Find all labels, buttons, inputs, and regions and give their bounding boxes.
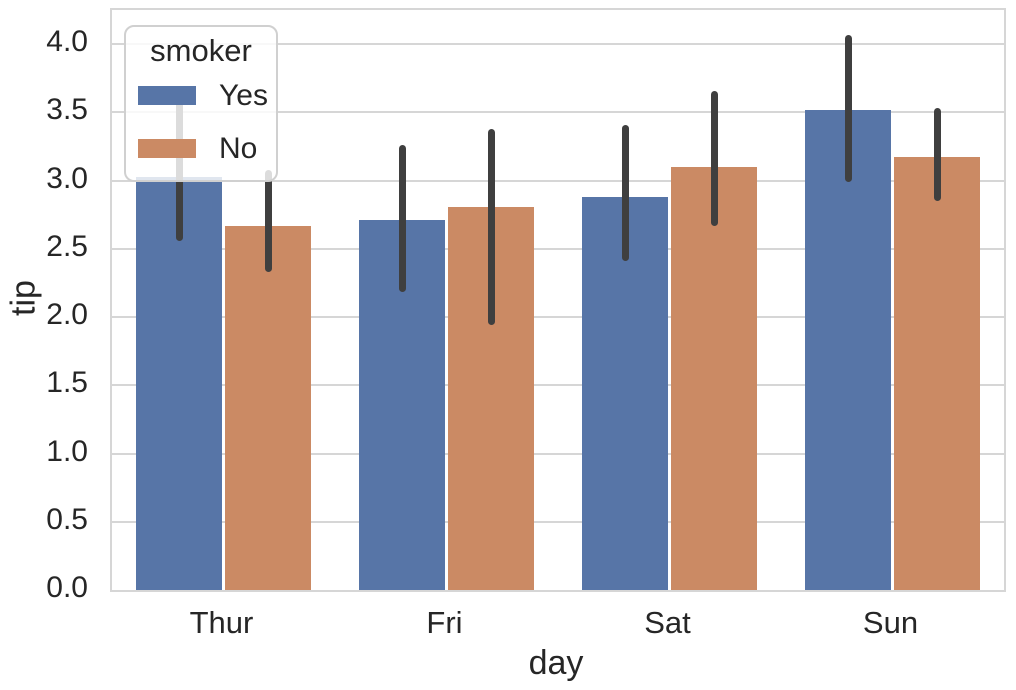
error-bar-sat-yes bbox=[621, 124, 629, 262]
y-tick-label-2.0: 2.0 bbox=[46, 298, 88, 332]
error-bar-fri-yes bbox=[398, 145, 406, 293]
legend-entry-no: No bbox=[138, 131, 276, 165]
y-tick-label-2.5: 2.5 bbox=[46, 229, 88, 263]
bar-thur-yes bbox=[136, 176, 222, 590]
bar-sun-yes bbox=[805, 109, 891, 590]
legend-swatch-no bbox=[138, 139, 196, 159]
error-bar-sat-no bbox=[710, 90, 718, 226]
error-bar-sun-yes bbox=[844, 34, 852, 182]
legend-swatch-yes bbox=[138, 86, 196, 106]
error-bar-sun-no bbox=[933, 108, 941, 202]
x-tick-label-fri: Fri bbox=[426, 605, 463, 640]
x-tick-label-sat: Sat bbox=[644, 605, 691, 640]
legend-title: smoker bbox=[150, 33, 252, 68]
error-bar-thur-no bbox=[264, 169, 272, 272]
gridline-y-3.5 bbox=[112, 111, 1004, 114]
gridline-y-0.5 bbox=[112, 520, 1004, 523]
legend-entry-yes: Yes bbox=[138, 78, 276, 112]
legend-label-yes: Yes bbox=[219, 78, 268, 112]
y-tick-label-1.5: 1.5 bbox=[46, 366, 88, 400]
y-tick-label-0.0: 0.0 bbox=[46, 571, 88, 604]
y-tick-label-4.0: 4.0 bbox=[46, 25, 88, 59]
y-tick-label-1.0: 1.0 bbox=[46, 434, 88, 468]
error-bar-fri-no bbox=[487, 128, 495, 326]
gridline-y-1 bbox=[112, 452, 1004, 455]
gridline-y-2.5 bbox=[112, 247, 1004, 250]
bar-thur-no bbox=[225, 225, 311, 590]
y-axis-label-text: tip bbox=[4, 280, 43, 316]
y-tick-label-3.0: 3.0 bbox=[46, 161, 88, 195]
gridline-y-3 bbox=[112, 179, 1004, 182]
y-tick-label-0.5: 0.5 bbox=[46, 502, 88, 536]
x-axis-label: day bbox=[528, 644, 584, 682]
x-tick-label-thur: Thur bbox=[189, 605, 254, 640]
x-tick-label-sun: Sun bbox=[862, 605, 919, 640]
bar-sat-yes bbox=[582, 196, 668, 590]
y-tick-label-3.5: 3.5 bbox=[46, 93, 88, 127]
gridline-y-4 bbox=[112, 43, 1004, 46]
plot-area bbox=[110, 8, 1006, 592]
bar-sat-no bbox=[671, 166, 757, 590]
gridline-y-1.5 bbox=[112, 384, 1004, 387]
bar-sun-no bbox=[894, 157, 980, 590]
legend: smoker Yes No bbox=[124, 25, 278, 182]
legend-label-no: No bbox=[219, 131, 258, 165]
gridline-y-2 bbox=[112, 316, 1004, 319]
